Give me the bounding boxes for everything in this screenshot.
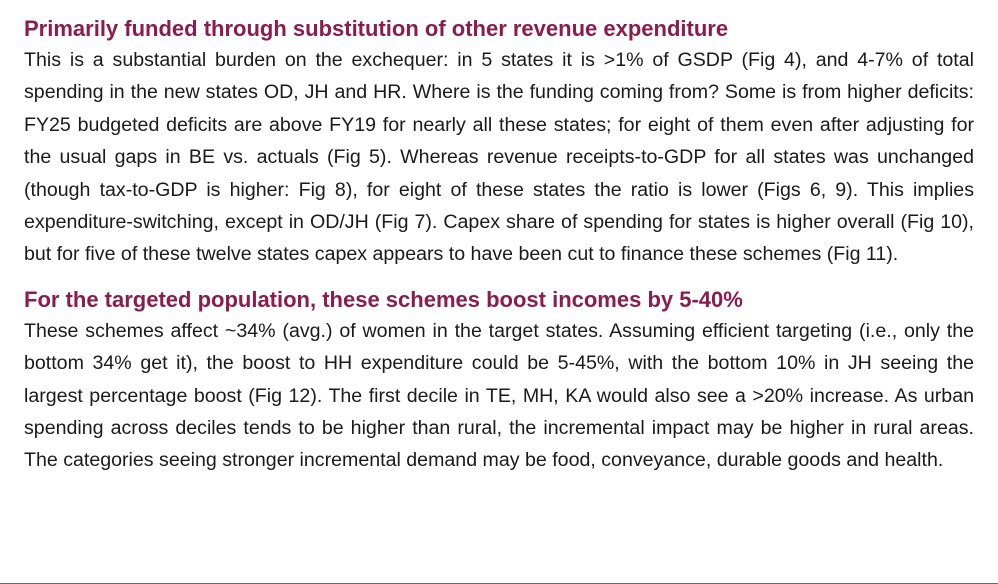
section-funding: Primarily funded through substitution of…	[24, 14, 974, 271]
section-paragraph: These schemes affect ~34% (avg.) of wome…	[24, 319, 974, 472]
section-heading: For the targeted population, these schem…	[24, 286, 743, 312]
section-paragraph: This is a substantial burden on the exch…	[24, 49, 974, 266]
document-page: Primarily funded through substitution of…	[24, 14, 974, 477]
section-income-boost: For the targeted population, these schem…	[24, 285, 974, 477]
section-heading: Primarily funded through substitution of…	[24, 16, 729, 41]
